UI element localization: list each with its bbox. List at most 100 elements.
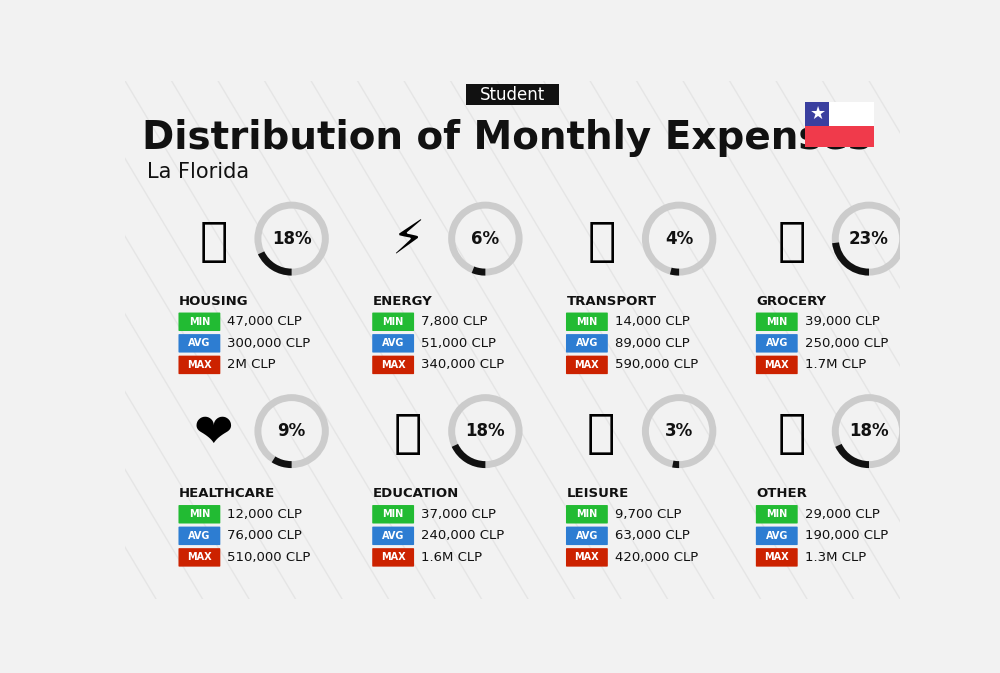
Text: LEISURE: LEISURE (567, 487, 629, 500)
Text: AVG: AVG (382, 339, 404, 349)
Text: 1.3M CLP: 1.3M CLP (805, 551, 866, 564)
FancyBboxPatch shape (372, 526, 414, 545)
Text: 18%: 18% (849, 422, 889, 440)
Text: 51,000 CLP: 51,000 CLP (421, 336, 496, 350)
FancyBboxPatch shape (566, 526, 608, 545)
Text: ENERGY: ENERGY (373, 295, 433, 308)
Text: 240,000 CLP: 240,000 CLP (421, 530, 504, 542)
FancyBboxPatch shape (372, 312, 414, 331)
Text: 29,000 CLP: 29,000 CLP (805, 507, 880, 521)
Text: AVG: AVG (766, 531, 788, 541)
Text: 37,000 CLP: 37,000 CLP (421, 507, 496, 521)
Text: EDUCATION: EDUCATION (373, 487, 459, 500)
Text: MIN: MIN (576, 509, 598, 520)
FancyBboxPatch shape (805, 127, 874, 147)
Text: 1.7M CLP: 1.7M CLP (805, 359, 866, 371)
Text: ★: ★ (809, 105, 826, 123)
Text: OTHER: OTHER (757, 487, 808, 500)
Text: 18%: 18% (272, 229, 311, 248)
FancyBboxPatch shape (566, 312, 608, 331)
Text: 14,000 CLP: 14,000 CLP (615, 315, 690, 328)
Text: Distribution of Monthly Expenses: Distribution of Monthly Expenses (142, 119, 871, 157)
FancyBboxPatch shape (566, 334, 608, 353)
Text: 💰: 💰 (777, 413, 806, 458)
Wedge shape (452, 444, 485, 468)
Text: 7,800 CLP: 7,800 CLP (421, 315, 488, 328)
FancyBboxPatch shape (466, 84, 559, 106)
FancyBboxPatch shape (372, 334, 414, 353)
Text: MAX: MAX (187, 553, 212, 563)
Text: 18%: 18% (466, 422, 505, 440)
Text: 4%: 4% (665, 229, 693, 248)
Text: 3%: 3% (665, 422, 693, 440)
Text: MAX: MAX (575, 360, 599, 370)
Text: 🎓: 🎓 (394, 413, 422, 458)
Text: 300,000 CLP: 300,000 CLP (227, 336, 311, 350)
Text: GROCERY: GROCERY (757, 295, 827, 308)
FancyBboxPatch shape (178, 526, 220, 545)
FancyBboxPatch shape (756, 505, 798, 524)
Text: AVG: AVG (576, 339, 598, 349)
FancyBboxPatch shape (372, 355, 414, 374)
Text: AVG: AVG (576, 531, 598, 541)
Text: MAX: MAX (381, 360, 405, 370)
FancyBboxPatch shape (178, 312, 220, 331)
Wedge shape (672, 460, 679, 468)
Text: 12,000 CLP: 12,000 CLP (227, 507, 302, 521)
Text: MIN: MIN (766, 509, 787, 520)
Text: HEALTHCARE: HEALTHCARE (179, 487, 276, 500)
Text: MAX: MAX (575, 553, 599, 563)
FancyBboxPatch shape (756, 548, 798, 567)
Text: 420,000 CLP: 420,000 CLP (615, 551, 698, 564)
FancyBboxPatch shape (178, 505, 220, 524)
Text: AVG: AVG (766, 339, 788, 349)
FancyBboxPatch shape (805, 102, 829, 127)
Text: AVG: AVG (382, 531, 404, 541)
Text: MIN: MIN (766, 317, 787, 327)
Text: MAX: MAX (381, 553, 405, 563)
Text: 1.6M CLP: 1.6M CLP (421, 551, 482, 564)
FancyBboxPatch shape (372, 505, 414, 524)
Text: 39,000 CLP: 39,000 CLP (805, 315, 880, 328)
FancyBboxPatch shape (566, 355, 608, 374)
FancyBboxPatch shape (566, 505, 608, 524)
Text: MIN: MIN (576, 317, 598, 327)
Text: 76,000 CLP: 76,000 CLP (227, 530, 302, 542)
Text: 47,000 CLP: 47,000 CLP (227, 315, 302, 328)
FancyBboxPatch shape (178, 548, 220, 567)
FancyBboxPatch shape (372, 548, 414, 567)
Wedge shape (642, 202, 716, 275)
Wedge shape (472, 267, 485, 275)
Text: 23%: 23% (849, 229, 889, 248)
FancyBboxPatch shape (178, 355, 220, 374)
Text: Student: Student (480, 85, 545, 104)
Text: La Florida: La Florida (147, 162, 249, 182)
FancyBboxPatch shape (756, 526, 798, 545)
Text: MAX: MAX (764, 553, 789, 563)
Text: ❤️: ❤️ (194, 413, 234, 458)
Text: MIN: MIN (189, 317, 210, 327)
Wedge shape (272, 456, 292, 468)
Wedge shape (642, 394, 716, 468)
FancyBboxPatch shape (756, 355, 798, 374)
FancyBboxPatch shape (756, 312, 798, 331)
Text: 89,000 CLP: 89,000 CLP (615, 336, 690, 350)
Wedge shape (254, 202, 329, 275)
Wedge shape (448, 202, 523, 275)
Wedge shape (832, 242, 869, 275)
Text: 250,000 CLP: 250,000 CLP (805, 336, 888, 350)
Text: 340,000 CLP: 340,000 CLP (421, 359, 504, 371)
FancyBboxPatch shape (178, 334, 220, 353)
FancyBboxPatch shape (756, 334, 798, 353)
Text: 590,000 CLP: 590,000 CLP (615, 359, 698, 371)
Text: 🛒: 🛒 (777, 220, 806, 265)
Wedge shape (832, 202, 906, 275)
Wedge shape (670, 268, 679, 275)
Text: 🛍️: 🛍️ (587, 413, 616, 458)
Text: 🏢: 🏢 (200, 220, 228, 265)
Text: TRANSPORT: TRANSPORT (567, 295, 657, 308)
Text: 9%: 9% (278, 422, 306, 440)
Text: MAX: MAX (764, 360, 789, 370)
Text: HOUSING: HOUSING (179, 295, 249, 308)
Wedge shape (832, 394, 906, 468)
